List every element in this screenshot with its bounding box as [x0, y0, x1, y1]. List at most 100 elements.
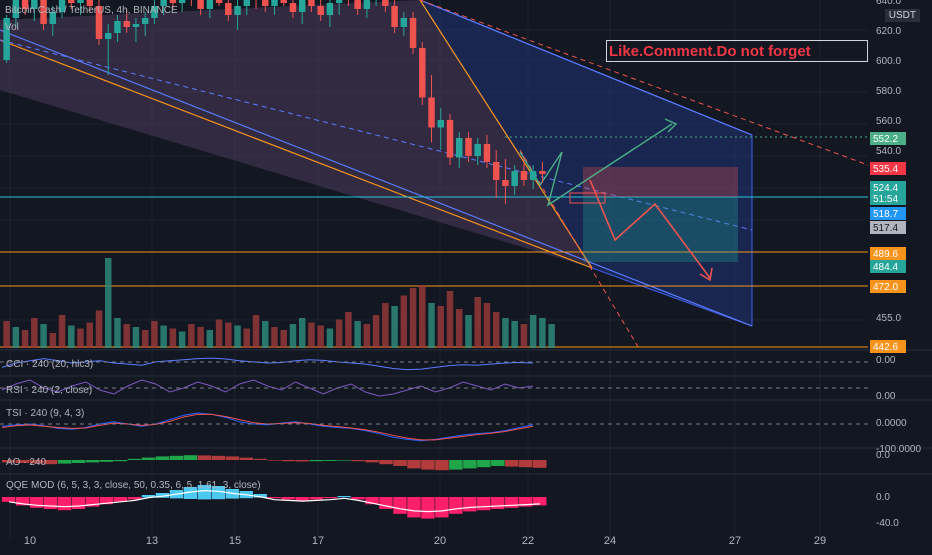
time-tick: 27 — [729, 535, 741, 547]
ao-bars — [2, 455, 547, 471]
price-badge — [870, 207, 906, 220]
indicator-tick: -40.0 — [876, 518, 899, 529]
ao-bar — [211, 455, 226, 460]
candle-body — [86, 0, 93, 6]
candle-body — [132, 24, 140, 27]
price-badge-text: 517.4 — [873, 223, 898, 234]
ao-bar — [85, 460, 100, 463]
candle-body — [289, 3, 297, 12]
price-badge-text: 472.0 — [873, 282, 898, 293]
volume-bar — [40, 324, 47, 348]
volume-bar — [178, 331, 186, 348]
volume-label: Vol — [5, 22, 19, 33]
price-badge-text: 484.4 — [873, 262, 898, 273]
ao-bar — [477, 460, 491, 468]
candle-body — [474, 144, 481, 156]
ao-bar — [43, 460, 58, 465]
ao-bar — [267, 460, 281, 461]
volume-bar — [539, 318, 546, 348]
price-badge-text: 535.4 — [873, 164, 898, 175]
volume-bar — [160, 325, 167, 348]
volume-bar — [169, 328, 177, 348]
volume-bar — [354, 321, 361, 348]
qqe-bar — [491, 497, 505, 509]
trend-line-orange — [0, 39, 593, 269]
price-badge-text: 489.6 — [873, 249, 898, 260]
candle-body — [68, 0, 75, 3]
ao-bar — [393, 460, 407, 466]
volume-bar — [446, 291, 454, 348]
qqe-bar — [337, 496, 351, 498]
cci-legend[interactable]: CCI · 240 (20, hlc3) — [6, 359, 94, 370]
volume-bar — [215, 319, 223, 348]
volume-bar — [372, 315, 380, 348]
time-tick: 20 — [434, 535, 446, 547]
ao-bar — [197, 455, 212, 460]
candle-body — [280, 0, 287, 3]
volume-bar — [437, 306, 445, 348]
volume-bar — [308, 322, 315, 348]
qqe-bar — [533, 497, 547, 506]
price-tick: 600.0 — [876, 56, 901, 67]
ao-bar — [29, 460, 44, 464]
channel-lower-line — [0, 29, 753, 327]
qqe-bar — [99, 497, 114, 505]
candle-body — [40, 0, 47, 24]
candle-body — [215, 0, 223, 3]
qqe-bar — [435, 497, 449, 518]
volume-bar — [419, 285, 426, 348]
ao-bar — [491, 460, 505, 466]
time-axis: 10 13 15 17 20 22 24 27 29 — [24, 535, 826, 547]
volume-bar — [252, 315, 260, 348]
volume-bar — [289, 324, 297, 348]
ao-bar — [449, 460, 463, 470]
ao-bar — [463, 460, 477, 469]
candle-body — [520, 171, 528, 180]
price-tick: 455.0 — [876, 313, 901, 324]
volume-bar — [391, 306, 398, 348]
candle-body — [49, 12, 57, 24]
ao-legend[interactable]: AO · 240 — [6, 457, 47, 468]
indicator-tick: 0.00 — [876, 355, 896, 366]
candle-body — [529, 171, 537, 180]
candle-body — [298, 0, 306, 12]
volume-bar — [409, 288, 417, 348]
candle-body — [446, 120, 454, 158]
indicator-tick: 0.0000 — [876, 418, 907, 429]
candle-body — [262, 0, 269, 6]
candle-body — [123, 21, 130, 27]
candle-body — [354, 0, 361, 9]
qqe-bar — [267, 497, 281, 499]
volume-bar — [151, 321, 158, 348]
rsi-legend[interactable]: RSI · 240 (2, close) — [6, 385, 93, 396]
tsi-legend[interactable]: TSI · 240 (9, 4, 3) — [6, 408, 85, 419]
bear-arrowhead — [699, 267, 713, 282]
volume-bar — [363, 324, 371, 348]
candle-body — [335, 0, 343, 3]
volume-bar — [520, 324, 528, 348]
currency-badge[interactable]: USDT — [884, 9, 920, 22]
price-badge-text: 51:54 — [873, 194, 898, 205]
volume-bar — [382, 303, 389, 348]
ao-bar — [99, 460, 114, 462]
annotation-note: Like.Comment.Do not forget — [606, 40, 868, 62]
volume-bar — [474, 297, 481, 348]
qqe-bar — [519, 497, 533, 507]
ao-bar — [141, 457, 156, 460]
ao-bar — [309, 460, 323, 462]
time-tick: 13 — [146, 535, 158, 547]
volume-bar — [132, 327, 140, 348]
price-badge — [870, 132, 906, 145]
qqe-legend[interactable]: QQE MOD (6, 5, 3, 3, close, 50, 0.35, 6,… — [6, 480, 261, 491]
volume-bar — [68, 325, 75, 348]
volume-bar — [123, 324, 130, 348]
volume-bar — [114, 318, 121, 348]
candle-body — [308, 0, 315, 6]
channel-upper-line — [419, 0, 753, 136]
ao-bar — [225, 456, 240, 460]
ao-bar — [365, 460, 379, 463]
ao-bar — [183, 455, 198, 460]
qqe-bar — [29, 497, 44, 508]
